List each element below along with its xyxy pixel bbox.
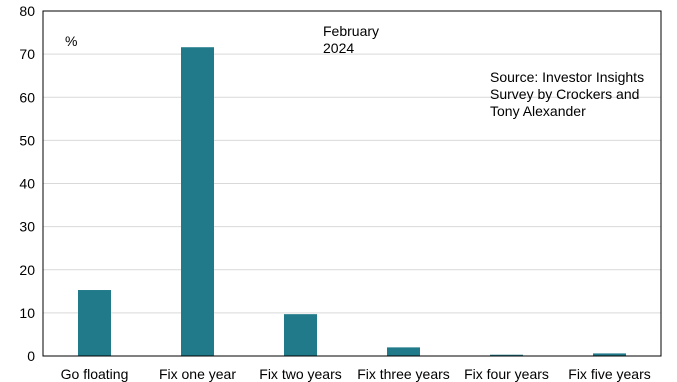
y-tick-label: 50 [19,132,35,148]
y-tick-label: 70 [19,46,35,62]
plot-frame [42,10,662,357]
bar-2 [181,47,214,356]
bar-3 [284,314,317,356]
bar-6 [593,353,626,356]
unit-label: % [65,33,77,49]
bar-1 [78,290,111,356]
y-tick-label: 10 [19,305,35,321]
source-note-line-3: Tony Alexander [490,103,586,119]
source-note-line-2: Survey by Crockers and [490,86,639,102]
y-tick-label: 0 [27,348,35,364]
y-axis-ticks: 0 10 20 30 40 50 60 70 80 [19,3,35,364]
x-tick-label: Fix one year [159,366,236,382]
x-tick-label: Fix three years [357,366,450,382]
y-tick-label: 30 [19,219,35,235]
y-tick-label: 40 [19,176,35,192]
y-tick-label: 20 [19,262,35,278]
bars [78,47,626,356]
bar-4 [387,347,420,356]
x-axis-ticks: Go floating Fix one year Fix two years Fix … [61,366,651,382]
period-label-line-1: February [323,23,379,39]
period-label-line-2: 2024 [323,40,354,56]
x-tick-label: Go floating [61,366,129,382]
gridlines [43,53,661,314]
x-tick-label: Fix two years [259,366,341,382]
y-tick-label: 80 [19,3,35,19]
y-tick-label: 60 [19,89,35,105]
bar-5 [490,354,523,356]
source-note-line-1: Source: Investor Insights [490,69,644,85]
x-tick-label: Fix four years [464,366,549,382]
x-tick-label: Fix five years [568,366,650,382]
